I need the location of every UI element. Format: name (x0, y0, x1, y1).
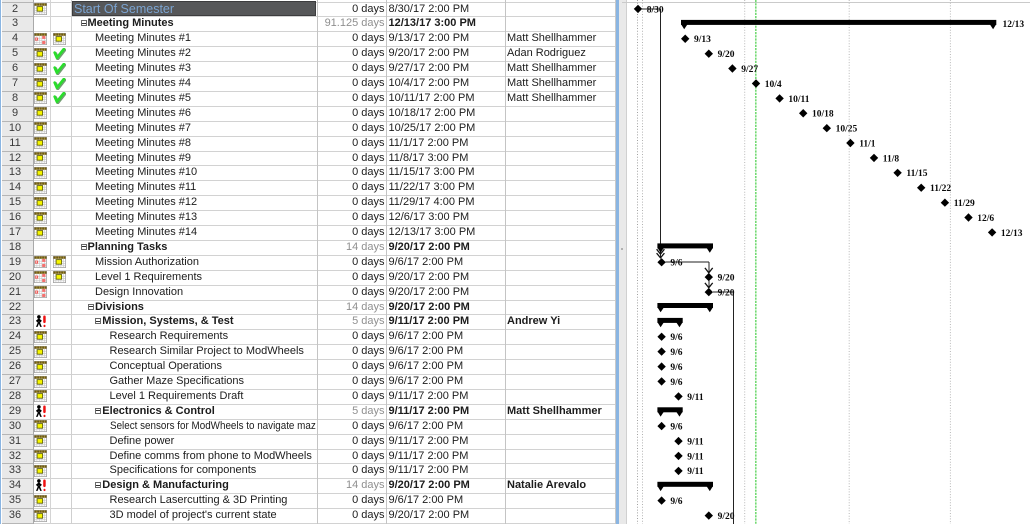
svg-text:9/6: 9/6 (670, 497, 682, 507)
svg-text:9/20: 9/20 (718, 288, 735, 298)
svg-text:12/13: 12/13 (1001, 229, 1023, 239)
svg-text:9/11: 9/11 (687, 393, 704, 403)
svg-text:9/6: 9/6 (670, 348, 682, 358)
svg-text:10/11: 10/11 (788, 95, 809, 105)
svg-text:10/18: 10/18 (812, 110, 834, 120)
svg-text:9/20: 9/20 (718, 274, 735, 284)
svg-text:9/6: 9/6 (670, 378, 682, 388)
svg-text:8/30: 8/30 (647, 5, 664, 15)
svg-text:10/25: 10/25 (836, 125, 858, 135)
svg-text:12/6: 12/6 (977, 214, 994, 224)
svg-text:11/15: 11/15 (906, 169, 927, 179)
svg-text:11/22: 11/22 (930, 184, 951, 194)
svg-text:11/8: 11/8 (883, 154, 900, 164)
svg-text:9/20: 9/20 (718, 50, 735, 60)
svg-text:9/27: 9/27 (741, 65, 758, 75)
svg-text:9/6: 9/6 (670, 259, 682, 269)
svg-text:9/11: 9/11 (687, 452, 704, 462)
svg-text:9/11: 9/11 (687, 437, 704, 447)
svg-text:11/29: 11/29 (954, 199, 975, 209)
svg-text:9/6: 9/6 (670, 423, 682, 433)
svg-text:9/20: 9/20 (718, 512, 735, 522)
svg-text:10/4: 10/4 (765, 80, 782, 90)
svg-text:9/6: 9/6 (670, 333, 682, 343)
svg-text:9/6: 9/6 (670, 363, 682, 373)
svg-text:9/11: 9/11 (687, 467, 704, 477)
svg-text:12/13: 12/13 (1003, 20, 1025, 30)
svg-text:9/13: 9/13 (694, 35, 711, 45)
svg-text:11/1: 11/1 (859, 139, 876, 149)
